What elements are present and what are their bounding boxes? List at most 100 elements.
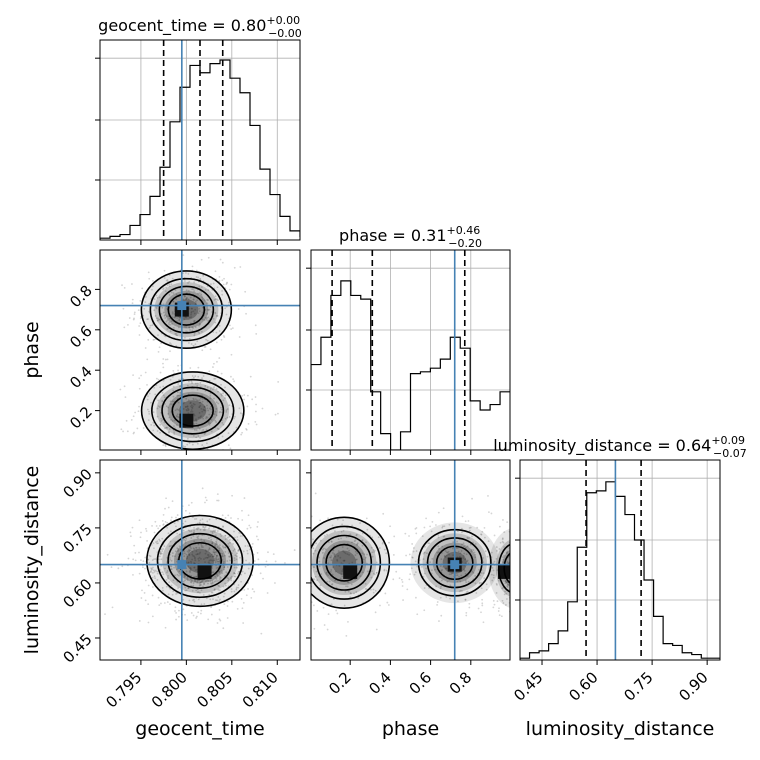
- sample-point: [195, 269, 198, 272]
- sample-point: [198, 399, 201, 402]
- sample-point: [157, 334, 159, 336]
- sample-point: [193, 548, 196, 551]
- sample-point: [374, 611, 377, 614]
- sample-point: [362, 558, 365, 561]
- sample-point: [194, 518, 196, 520]
- sample-point: [121, 565, 124, 568]
- sample-point: [264, 565, 267, 568]
- sample-point: [480, 587, 483, 590]
- sample-point: [461, 590, 463, 592]
- sample-point: [205, 428, 208, 431]
- sample-point: [304, 598, 306, 600]
- sample-point: [416, 613, 419, 616]
- sample-point: [446, 551, 449, 554]
- tick-label-x: 0.805: [193, 668, 236, 711]
- sample-point: [321, 551, 324, 554]
- sample-point: [495, 592, 498, 594]
- sample-point: [203, 582, 206, 585]
- sample-point: [227, 600, 229, 603]
- sample-point: [498, 607, 500, 610]
- sample-point: [375, 561, 378, 564]
- sample-point: [216, 555, 218, 557]
- sample-point: [193, 600, 196, 603]
- sample-point: [198, 582, 201, 585]
- hist-panel-geocent_time: [95, 39, 301, 245]
- sample-point: [187, 552, 190, 554]
- sample-point: [353, 540, 356, 543]
- sample-point: [523, 518, 525, 520]
- sample-point: [408, 553, 411, 556]
- sample-point: [502, 580, 505, 582]
- sample-point: [182, 254, 185, 257]
- sample-point: [496, 549, 498, 552]
- sample-point: [129, 535, 132, 538]
- sample-point: [337, 550, 340, 553]
- sample-point: [297, 590, 299, 592]
- sample-point: [205, 415, 208, 418]
- sample-point: [230, 353, 233, 356]
- sample-point: [210, 530, 212, 533]
- panel-frame: [99, 249, 301, 451]
- sample-point: [224, 534, 227, 537]
- sample-point: [170, 283, 173, 286]
- sample-point: [207, 556, 210, 558]
- sample-point: [198, 332, 201, 335]
- sample-point: [516, 552, 518, 554]
- sample-point: [192, 599, 194, 602]
- sample-point: [217, 588, 220, 591]
- sample-point: [206, 317, 208, 320]
- sample-point: [140, 597, 143, 599]
- sample-point: [502, 602, 505, 604]
- sample-point: [191, 443, 194, 446]
- tick-label-y: 0.45: [59, 630, 95, 666]
- sample-point: [231, 600, 234, 603]
- sample-point: [209, 392, 212, 395]
- sample-point: [167, 322, 170, 325]
- sample-point: [330, 603, 333, 606]
- sample-point: [205, 318, 208, 321]
- sample-point: [169, 418, 172, 421]
- sample-point: [486, 555, 489, 558]
- sample-point: [192, 310, 195, 313]
- sample-point: [429, 561, 432, 564]
- sample-point: [521, 574, 523, 576]
- sample-point: [203, 406, 206, 408]
- pair-panel-phase-luminosity_distance-plot-area: [297, 460, 544, 660]
- sample-point: [512, 537, 514, 539]
- sample-point: [204, 525, 207, 528]
- sample-point: [404, 532, 407, 535]
- sample-point: [224, 307, 227, 310]
- sample-point: [195, 276, 198, 278]
- sample-point: [523, 554, 525, 556]
- sample-point: [196, 553, 199, 556]
- truth-marker: [450, 560, 460, 570]
- sample-point: [195, 589, 198, 592]
- sample-point: [160, 558, 163, 561]
- sample-point: [235, 558, 238, 561]
- sample-point: [217, 566, 219, 569]
- sample-point: [357, 597, 360, 599]
- sample-point: [539, 590, 541, 592]
- sample-point: [225, 410, 228, 413]
- sample-point: [156, 296, 159, 299]
- sample-point: [230, 577, 232, 580]
- sample-point: [199, 323, 201, 326]
- sample-point: [205, 550, 208, 553]
- sample-point: [255, 403, 257, 406]
- sample-point: [406, 588, 409, 591]
- sample-point: [158, 406, 161, 408]
- sample-point: [439, 587, 442, 590]
- sample-point: [152, 339, 155, 341]
- sample-point: [522, 624, 524, 626]
- sample-point: [200, 609, 203, 612]
- histogram-phase: [311, 280, 510, 450]
- sample-point: [319, 584, 322, 587]
- sample-point: [542, 541, 544, 543]
- sample-point: [183, 555, 186, 558]
- sample-point: [192, 397, 195, 400]
- sample-point: [225, 571, 228, 573]
- sample-point: [229, 324, 231, 327]
- sample-point: [198, 457, 200, 459]
- sample-point: [209, 422, 212, 425]
- sample-point: [161, 537, 164, 540]
